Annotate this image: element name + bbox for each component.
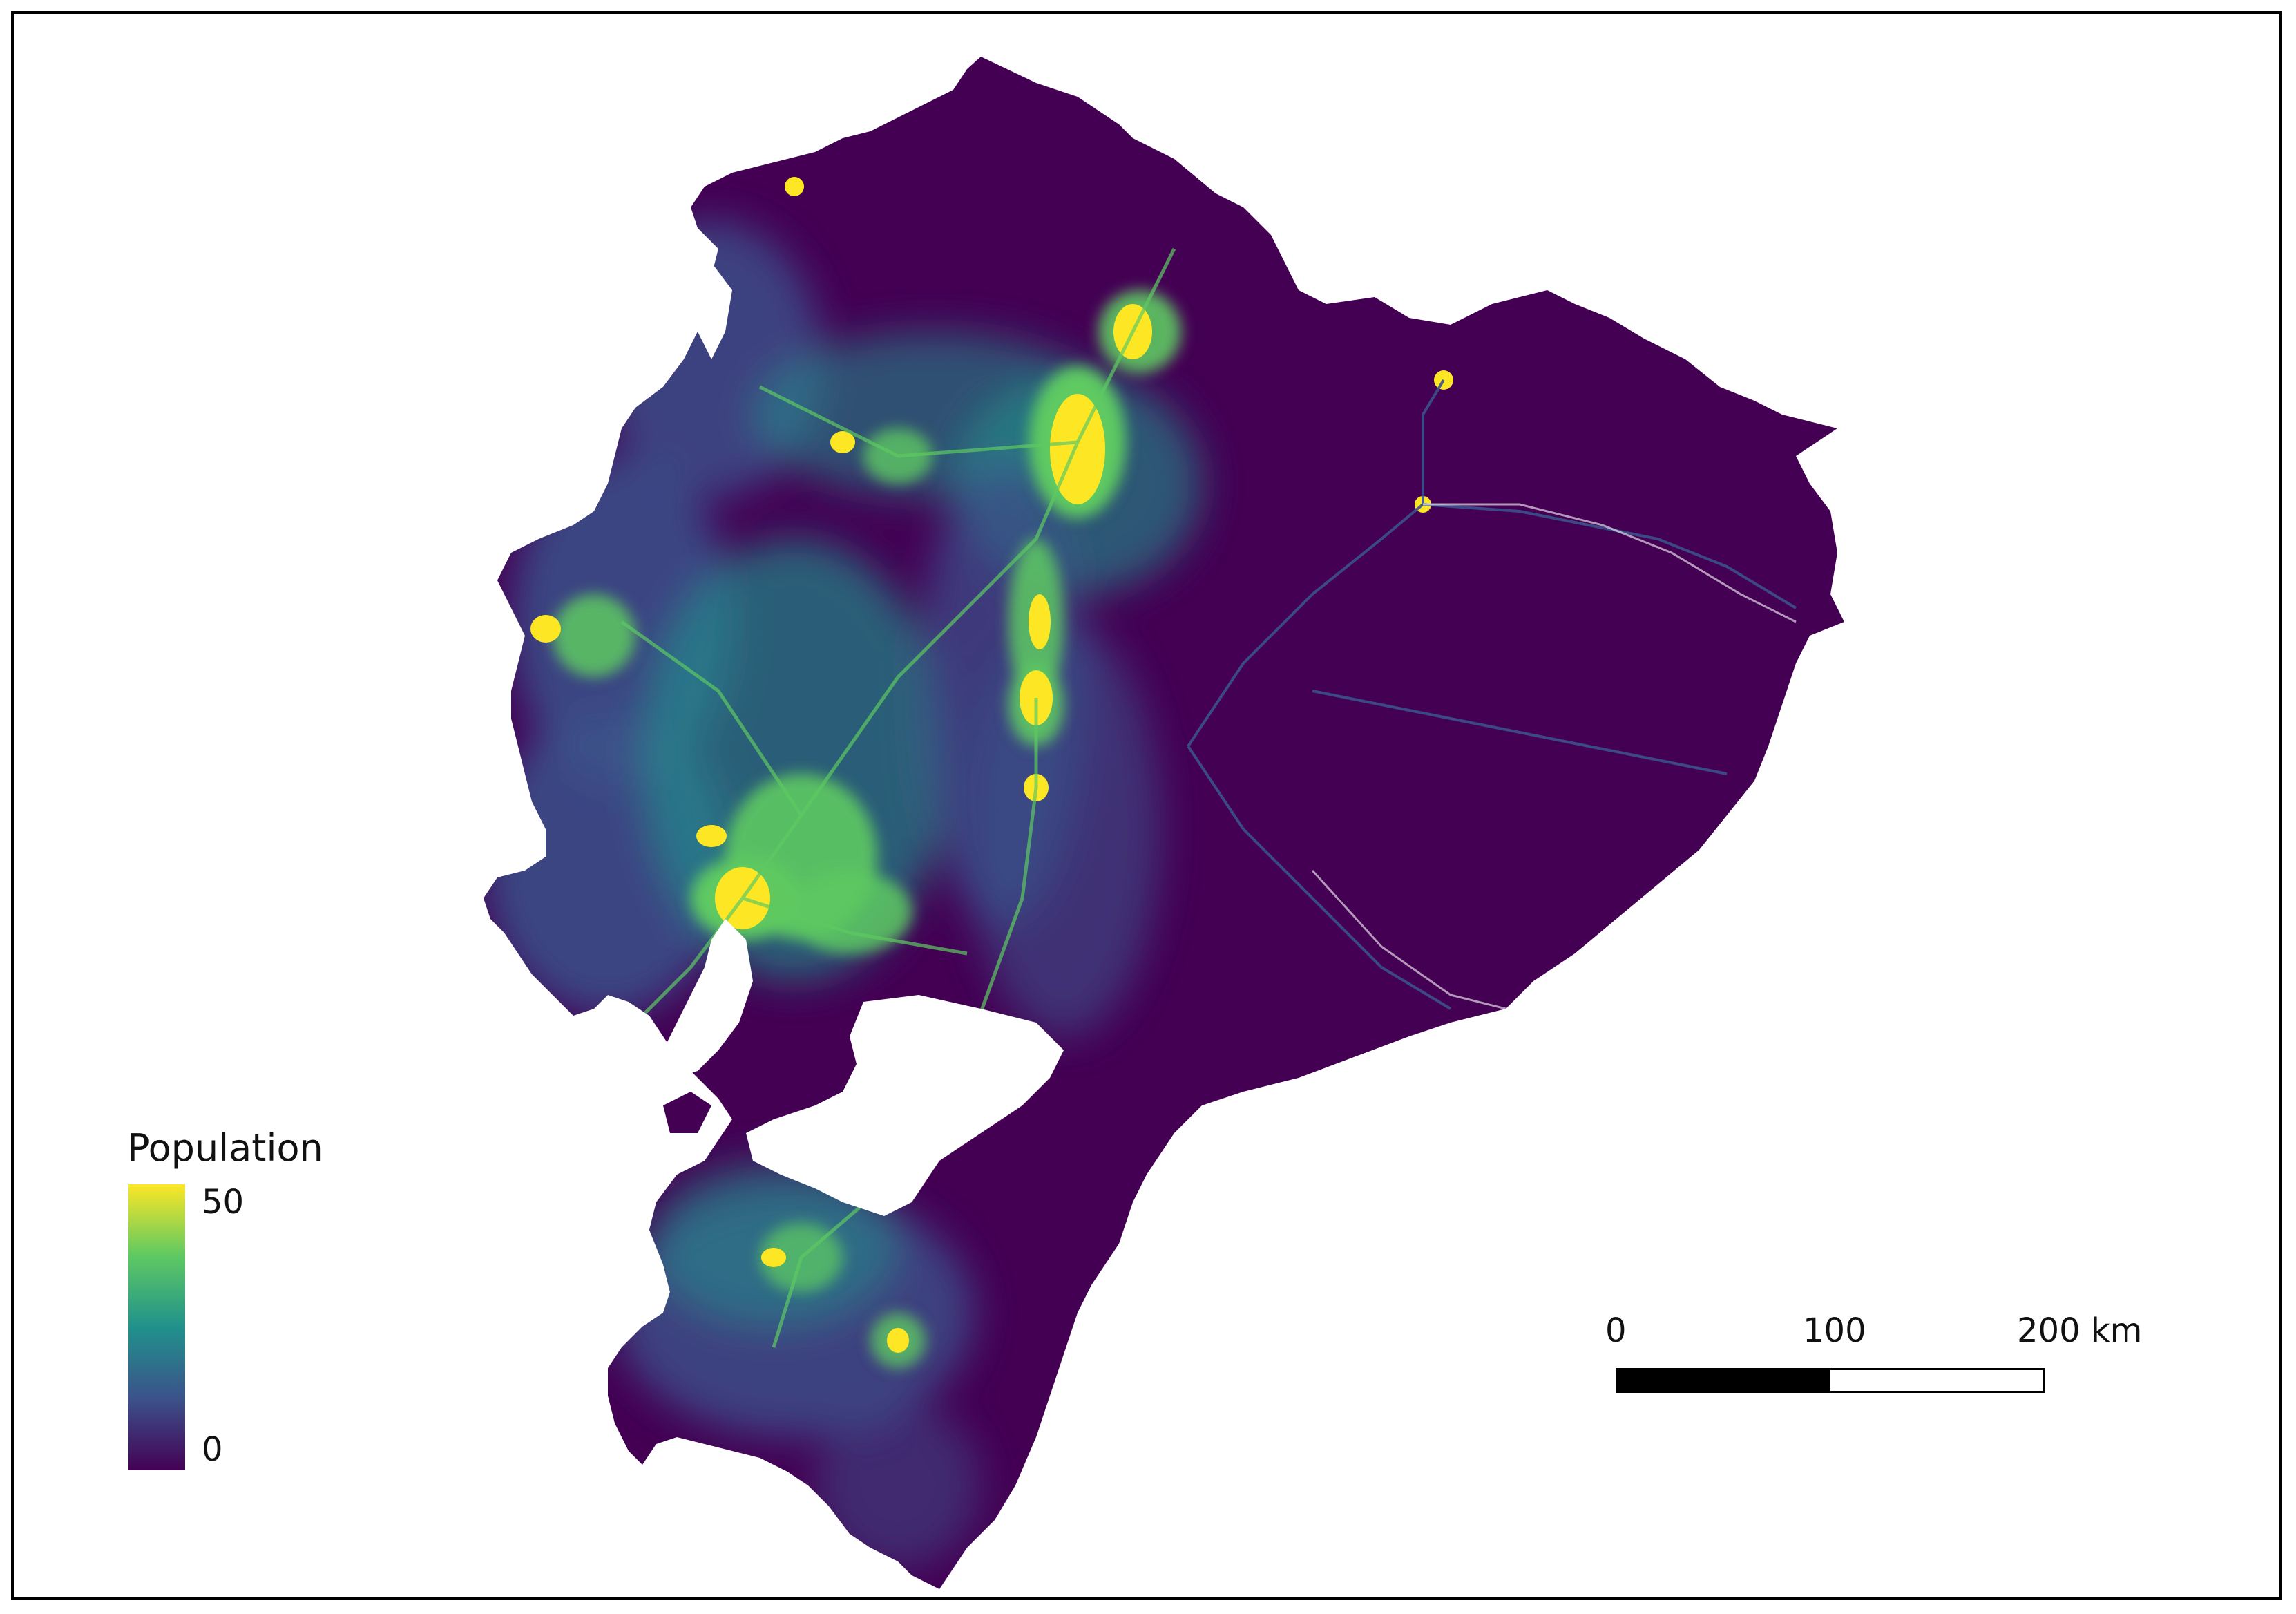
coastal-inlet bbox=[698, 263, 732, 359]
scale-bar-label-0: 0 bbox=[1605, 1311, 1627, 1350]
urban-clusters bbox=[553, 290, 1181, 1368]
density-overlay bbox=[484, 177, 1797, 1568]
road-network bbox=[620, 247, 1176, 1348]
legend-max-label: 50 bbox=[202, 1183, 245, 1222]
estuary-water bbox=[663, 919, 753, 1078]
scale-bar-segment-white bbox=[1830, 1370, 2043, 1391]
legend-min-label: 0 bbox=[202, 1430, 223, 1469]
legend-title: Population bbox=[127, 1126, 323, 1170]
scale-bar-label-100: 100 bbox=[1803, 1311, 1866, 1350]
scale-bar bbox=[1616, 1368, 2045, 1393]
scale-bar-segment-black bbox=[1618, 1370, 1830, 1391]
coastal-islet bbox=[663, 1092, 711, 1133]
gulf-water bbox=[746, 995, 1064, 1216]
legend-colorbar bbox=[128, 1184, 185, 1470]
major-rivers bbox=[1311, 503, 1797, 1010]
map-layer bbox=[484, 57, 1844, 1589]
scale-bar-label-200: 200 km bbox=[2017, 1311, 2143, 1350]
amazon-rivers bbox=[1187, 379, 1797, 1010]
